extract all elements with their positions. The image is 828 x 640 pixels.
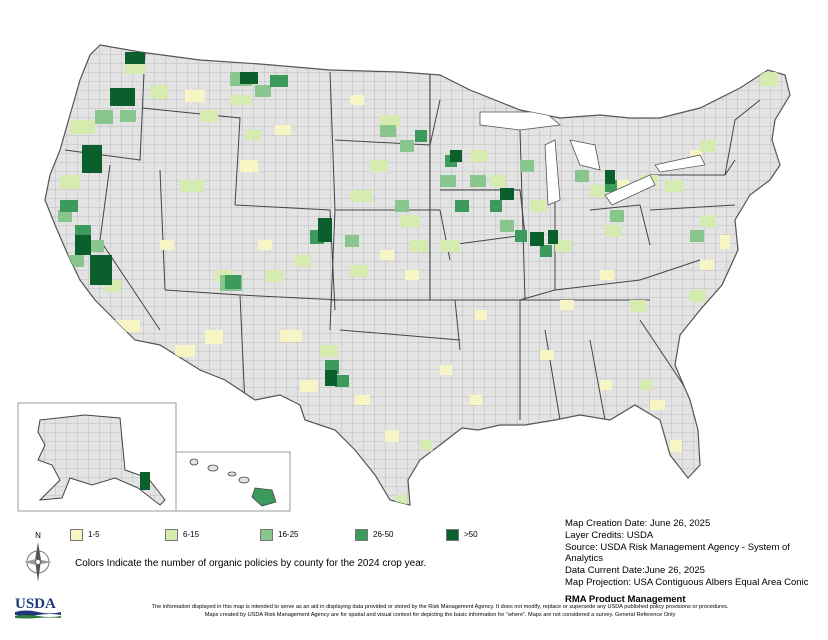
legend-item-1-5: 1-5 (70, 529, 100, 543)
usda-logo: USDA (14, 594, 62, 620)
legend-item-6-15: 6-15 (165, 529, 199, 543)
producer: RMA Product Management (565, 593, 686, 605)
north-arrow: N (20, 530, 56, 588)
legend-swatch (446, 529, 459, 541)
alaska-inset (17, 402, 177, 512)
legend-swatch (165, 529, 178, 541)
alaska-southeast-fill (140, 472, 150, 490)
organic-policies-map (17, 44, 791, 512)
counties-6-15 (60, 60, 778, 505)
legend-item-16-25: 16-25 (260, 529, 298, 543)
disclaimer: The information displayed in this map is… (70, 603, 810, 619)
great-lakes (479, 111, 706, 206)
hawaii-big-island (251, 487, 277, 507)
legend: 1-5 6-15 16-25 26-50 >50 (70, 529, 510, 543)
disclaimer-line-1: The information displayed in this map is… (151, 604, 729, 610)
legend-item-26-50: 26-50 (355, 529, 393, 543)
legend-swatch (355, 529, 368, 541)
map-projection: Map Projection: USA Contiguous Albers Eq… (565, 576, 809, 588)
compass-icon: N (24, 531, 52, 582)
county-fills (58, 51, 778, 505)
legend-swatch (260, 529, 273, 541)
hawaii-inset (175, 451, 291, 512)
legend-item-over-50: >50 (446, 529, 478, 543)
map-caption: Colors Indicate the number of organic po… (75, 558, 427, 569)
creation-date: Map Creation Date: June 26, 2025 (565, 518, 711, 529)
alaska-shape (37, 414, 166, 506)
data-source: Source: USDA Risk Management Agency - Sy… (565, 541, 790, 565)
data-current-date: Data Current Date:June 26, 2025 (565, 565, 705, 577)
compass-north-label: N (35, 531, 41, 540)
legend-swatch (70, 529, 83, 541)
state-boundaries (64, 51, 761, 421)
usda-logo-text: USDA (15, 596, 56, 612)
disclaimer-line-2: Maps created by USDA Risk Management Age… (204, 612, 676, 618)
layer-credits: Layer Credits: USDA (565, 529, 654, 541)
map-metadata: Map Creation Date: June 26, 2025 Layer C… (565, 518, 828, 606)
